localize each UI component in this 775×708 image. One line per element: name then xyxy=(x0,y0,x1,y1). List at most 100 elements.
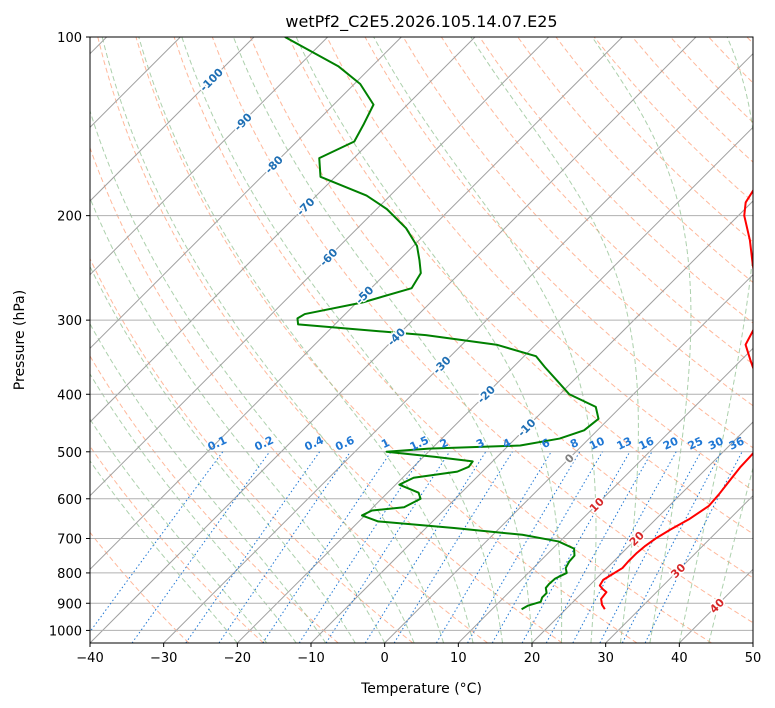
moist-adiabat xyxy=(295,37,563,643)
mixing-ratio-label: 36 xyxy=(727,434,747,452)
dry-adiabat xyxy=(746,37,753,44)
isotherm-line xyxy=(90,37,329,276)
x-tick-label: 40 xyxy=(671,651,688,666)
mixing-ratio-line xyxy=(467,451,581,643)
moist-adiabat xyxy=(678,37,753,643)
sounding-lines xyxy=(284,37,753,611)
mixing-ratio-line xyxy=(572,451,677,643)
y-tick-label: 1000 xyxy=(49,624,82,639)
dry-adiabat xyxy=(479,37,753,324)
isotherm-line xyxy=(678,568,753,643)
dry-adiabat xyxy=(90,445,264,643)
mixing-ratio-label: 20 xyxy=(661,434,681,452)
dry-adiabat xyxy=(211,37,753,624)
mixing-ratio-label: 4 xyxy=(501,436,514,451)
background-lines xyxy=(90,37,753,643)
x-axis: −40 −30 −20 −10 0 10 20 30 40 50 xyxy=(76,643,761,666)
moist-adiabat xyxy=(90,196,386,643)
moist-adiabat xyxy=(591,37,692,643)
isotherm-line xyxy=(605,494,753,643)
mixing-ratio-label: 3 xyxy=(474,436,486,451)
isotherm-line xyxy=(90,37,550,497)
y-tick-label: 700 xyxy=(57,533,82,548)
x-tick-label: −40 xyxy=(76,651,103,666)
mixing-ratio-line xyxy=(185,451,320,643)
isotherm-label: -100 xyxy=(197,65,226,94)
moist-adiabat xyxy=(101,37,445,643)
isotherm-line xyxy=(310,200,753,643)
isotherm-line xyxy=(236,126,753,643)
moist-adiabat xyxy=(181,37,504,643)
isotherm-line xyxy=(752,642,753,643)
isotherm-line xyxy=(90,37,623,571)
mixing-ratio-label: 0.1 xyxy=(206,434,229,454)
moist-adiabat xyxy=(470,37,639,643)
mixing-ratio-label: 10 xyxy=(587,434,607,452)
moist-adiabat xyxy=(90,373,297,643)
isotherm-line xyxy=(531,421,753,643)
moist-adiabat xyxy=(90,418,268,643)
temperature-line xyxy=(598,188,753,610)
mixing-ratio-line xyxy=(599,451,702,643)
chart-title: wetPf2_C2E5.2026.105.14.07.E25 xyxy=(285,12,557,32)
isotherm-label: 0 xyxy=(562,451,577,466)
mixing-ratio-line xyxy=(262,451,392,643)
mixing-ratio-label: 30 xyxy=(706,434,726,452)
moist-adiabat xyxy=(373,37,597,643)
mixing-ratio-line xyxy=(364,451,487,643)
mixing-ratio-label: 0.6 xyxy=(333,433,356,453)
mixing-ratio-line xyxy=(218,451,351,643)
isotherm-line xyxy=(90,37,255,202)
mixing-ratio-line xyxy=(131,451,271,643)
dry-adiabat xyxy=(631,37,753,163)
y-tick-label: 600 xyxy=(57,493,82,508)
mixing-ratio-line xyxy=(435,451,552,643)
dry-adiabat xyxy=(517,37,753,283)
y-axis: 100 200 300 400 500 600 700 800 900 1000 xyxy=(49,31,90,639)
mixing-ratio-label: 13 xyxy=(615,435,634,453)
x-tick-label: −20 xyxy=(224,651,251,666)
isotherm-line xyxy=(90,37,476,423)
mixing-ratio-line xyxy=(521,451,631,643)
dry-adiabat xyxy=(90,146,488,643)
isotherm-label: 40 xyxy=(707,596,727,616)
mixing-ratio-line xyxy=(325,451,450,643)
x-tick-label: −30 xyxy=(150,651,177,666)
dry-adiabat xyxy=(173,37,712,643)
mixing-ratio-label: 16 xyxy=(637,434,657,452)
isotherm-line xyxy=(384,273,753,643)
dry-adiabat xyxy=(97,37,563,643)
isotherm-line xyxy=(90,37,697,643)
dry-adiabat xyxy=(90,257,414,643)
dry-adiabat xyxy=(90,355,339,643)
moist-adiabat xyxy=(138,37,474,643)
x-tick-label: −10 xyxy=(297,651,324,666)
moist-adiabat xyxy=(90,322,327,643)
x-axis-label: Temperature (°C) xyxy=(360,681,482,697)
isotherm-line xyxy=(90,37,402,350)
moist-adiabat xyxy=(708,466,753,643)
dry-adiabat xyxy=(670,37,753,124)
mixing-ratio-label: 25 xyxy=(686,435,705,453)
dry-adiabat xyxy=(402,37,753,407)
mixing-ratio-label: 0.2 xyxy=(253,434,276,454)
mixing-ratio-line xyxy=(545,451,653,643)
y-tick-label: 200 xyxy=(57,210,82,225)
y-tick-label: 400 xyxy=(57,388,82,403)
y-axis-label: Pressure (hPa) xyxy=(12,290,28,390)
moist-adiabat xyxy=(90,265,356,643)
y-tick-label: 900 xyxy=(57,597,82,612)
y-tick-label: 100 xyxy=(57,31,82,46)
x-tick-label: 30 xyxy=(597,651,614,666)
dry-adiabat xyxy=(364,37,753,449)
mixing-ratio-label: 1.5 xyxy=(408,434,431,454)
isotherm-label: 30 xyxy=(668,561,688,581)
y-tick-label: 500 xyxy=(57,446,82,461)
y-tick-label: 800 xyxy=(57,567,82,582)
isotherm-label: -60 xyxy=(317,246,340,269)
moist-adiabat xyxy=(232,37,533,643)
dry-adiabat xyxy=(250,37,753,579)
dry-adiabat xyxy=(326,37,753,492)
x-tick-label: 0 xyxy=(381,651,389,666)
